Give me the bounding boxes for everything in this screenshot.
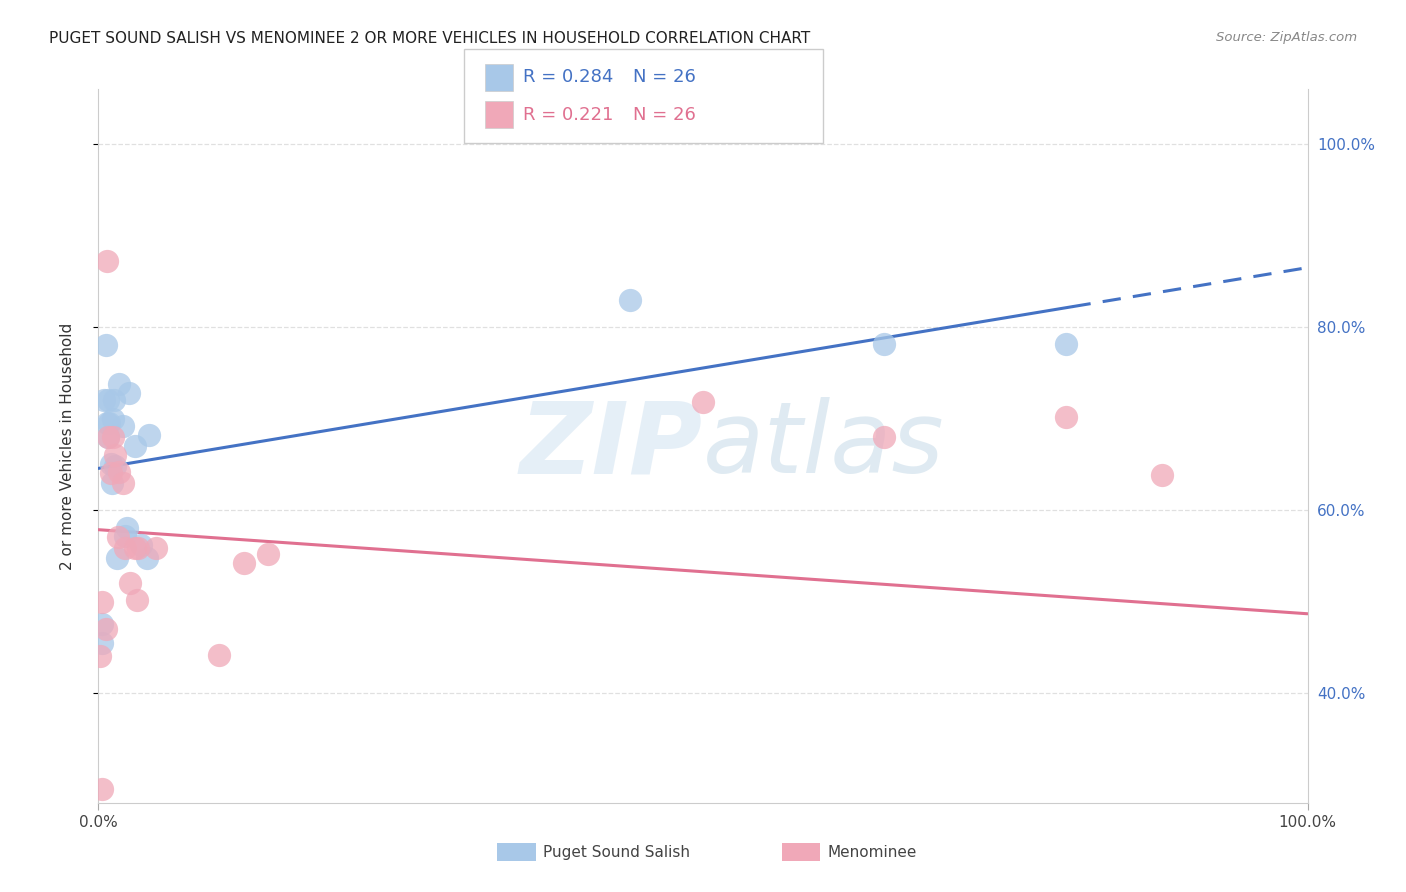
Point (105, 550, 128, 565)
Point (100, 458, 122, 472)
Point (124, 541, 146, 556)
Text: N = 26: N = 26 (633, 69, 696, 87)
Point (91, 782, 114, 797)
Text: Puget Sound Salish: Puget Sound Salish (543, 845, 690, 860)
Point (208, 648, 231, 662)
Point (114, 529, 136, 543)
Text: atlas: atlas (703, 398, 945, 494)
Point (101, 430, 124, 444)
Point (145, 541, 167, 556)
Point (111, 475, 134, 490)
Point (135, 550, 157, 565)
Point (1054, 336, 1077, 351)
Point (127, 592, 149, 607)
Point (138, 428, 160, 442)
Point (104, 459, 127, 474)
Point (96, 254, 118, 268)
Point (108, 465, 131, 479)
Point (94, 338, 117, 352)
Point (108, 376, 131, 391)
Point (98, 416, 121, 430)
Text: Menominee: Menominee (828, 845, 917, 860)
Point (104, 448, 127, 462)
Point (232, 556, 254, 570)
Point (873, 430, 896, 444)
Point (1054, 409, 1077, 424)
Point (103, 393, 125, 408)
Point (97, 430, 120, 444)
Point (1152, 468, 1174, 483)
Point (117, 521, 139, 535)
Point (91, 617, 114, 632)
Point (89, 649, 111, 664)
Point (873, 336, 896, 351)
Point (107, 531, 129, 545)
Point (100, 467, 122, 481)
Point (91, 594, 114, 608)
Bar (498, 843, 536, 862)
Point (97, 430, 120, 444)
Point (96, 416, 118, 430)
Text: R = 0.221: R = 0.221 (523, 105, 613, 123)
Point (91, 636, 114, 650)
Point (111, 418, 134, 433)
Text: ZIP: ZIP (520, 398, 703, 494)
Point (93, 393, 115, 408)
Point (94, 622, 117, 636)
Point (118, 576, 141, 591)
Point (127, 541, 149, 556)
Point (129, 538, 152, 552)
Point (256, 547, 278, 561)
Point (124, 439, 146, 453)
Y-axis label: 2 or more Vehicles in Household: 2 or more Vehicles in Household (60, 322, 75, 570)
Point (100, 475, 122, 490)
Text: R = 0.284: R = 0.284 (523, 69, 613, 87)
Point (692, 395, 714, 409)
Bar (782, 843, 820, 862)
Point (619, 293, 641, 307)
Point (97, 393, 120, 408)
Point (114, 541, 136, 556)
Text: Source: ZipAtlas.com: Source: ZipAtlas.com (1216, 31, 1357, 45)
Point (101, 411, 124, 425)
Text: PUGET SOUND SALISH VS MENOMINEE 2 OR MORE VEHICLES IN HOUSEHOLD CORRELATION CHAR: PUGET SOUND SALISH VS MENOMINEE 2 OR MOR… (49, 31, 810, 46)
Point (118, 386, 141, 401)
Text: N = 26: N = 26 (633, 105, 696, 123)
